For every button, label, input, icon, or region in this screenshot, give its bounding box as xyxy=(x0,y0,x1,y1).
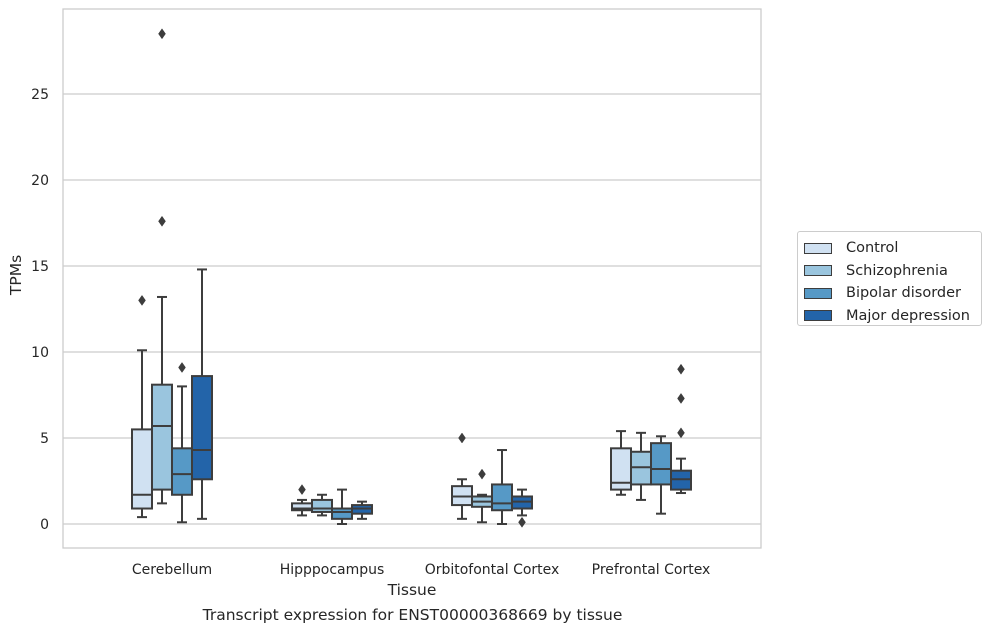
plot-frame xyxy=(62,8,762,549)
outlier-point xyxy=(518,516,526,528)
legend-item-major-depression: Major depression xyxy=(804,305,981,328)
y-tick-label: 5 xyxy=(40,431,49,447)
y-axis-label: TPMs xyxy=(7,255,25,296)
box xyxy=(191,375,213,481)
chart-caption: Transcript expression for ENST0000036866… xyxy=(202,606,623,624)
outlier-point xyxy=(677,393,685,404)
legend-swatch xyxy=(804,265,832,277)
y-tick-label: 25 xyxy=(31,87,49,103)
outlier-point xyxy=(677,427,685,439)
legend-swatch xyxy=(804,242,832,254)
legend-label: Bipolar disorder xyxy=(846,285,961,302)
box xyxy=(331,507,353,520)
legend-label: Major depression xyxy=(846,307,970,324)
legend-swatch xyxy=(804,310,832,322)
legend-swatch xyxy=(804,287,832,299)
box xyxy=(311,498,333,513)
y-tick-label: 10 xyxy=(31,345,49,361)
outlier-point xyxy=(138,294,146,306)
box xyxy=(171,447,193,496)
y-tick-label: 0 xyxy=(40,517,49,533)
x-axis-ticks: Cerebellum Hipppocampus Orbitofontal Corte… xyxy=(132,562,710,578)
outlier-point xyxy=(178,362,186,373)
gridlines xyxy=(63,93,761,525)
legend-item-control: Control xyxy=(804,237,981,260)
outlier-point xyxy=(458,432,466,444)
x-tick-label: Hipppocampus xyxy=(280,562,385,578)
box xyxy=(131,428,153,510)
x-tick-label: Prefrontal Cortex xyxy=(592,562,711,578)
outlier-point xyxy=(298,484,306,496)
outlier-point xyxy=(158,215,166,227)
y-tick-label: 20 xyxy=(31,173,49,189)
box xyxy=(151,383,173,491)
legend-item-schizophrenia: Schizophrenia xyxy=(804,260,981,283)
y-tick-label: 15 xyxy=(31,259,49,275)
x-tick-label: Orbitofontal Cortex xyxy=(425,562,560,578)
box xyxy=(491,483,513,512)
y-axis-ticks: 0 5 10 15 20 25 xyxy=(31,87,49,533)
legend-item-bipolar-disorder: Bipolar disorder xyxy=(804,282,981,305)
outlier-point xyxy=(158,28,166,40)
outlier-point xyxy=(478,468,486,480)
x-axis-label: Tissue xyxy=(387,581,437,599)
legend: Control Schizophrenia Bipolar disorder M… xyxy=(797,231,982,326)
legend-label: Schizophrenia xyxy=(846,262,948,279)
outlier-point xyxy=(677,363,685,375)
x-tick-label: Cerebellum xyxy=(132,562,212,578)
box-plot-area xyxy=(131,28,692,528)
legend-label: Control xyxy=(846,240,899,257)
box xyxy=(650,442,672,486)
